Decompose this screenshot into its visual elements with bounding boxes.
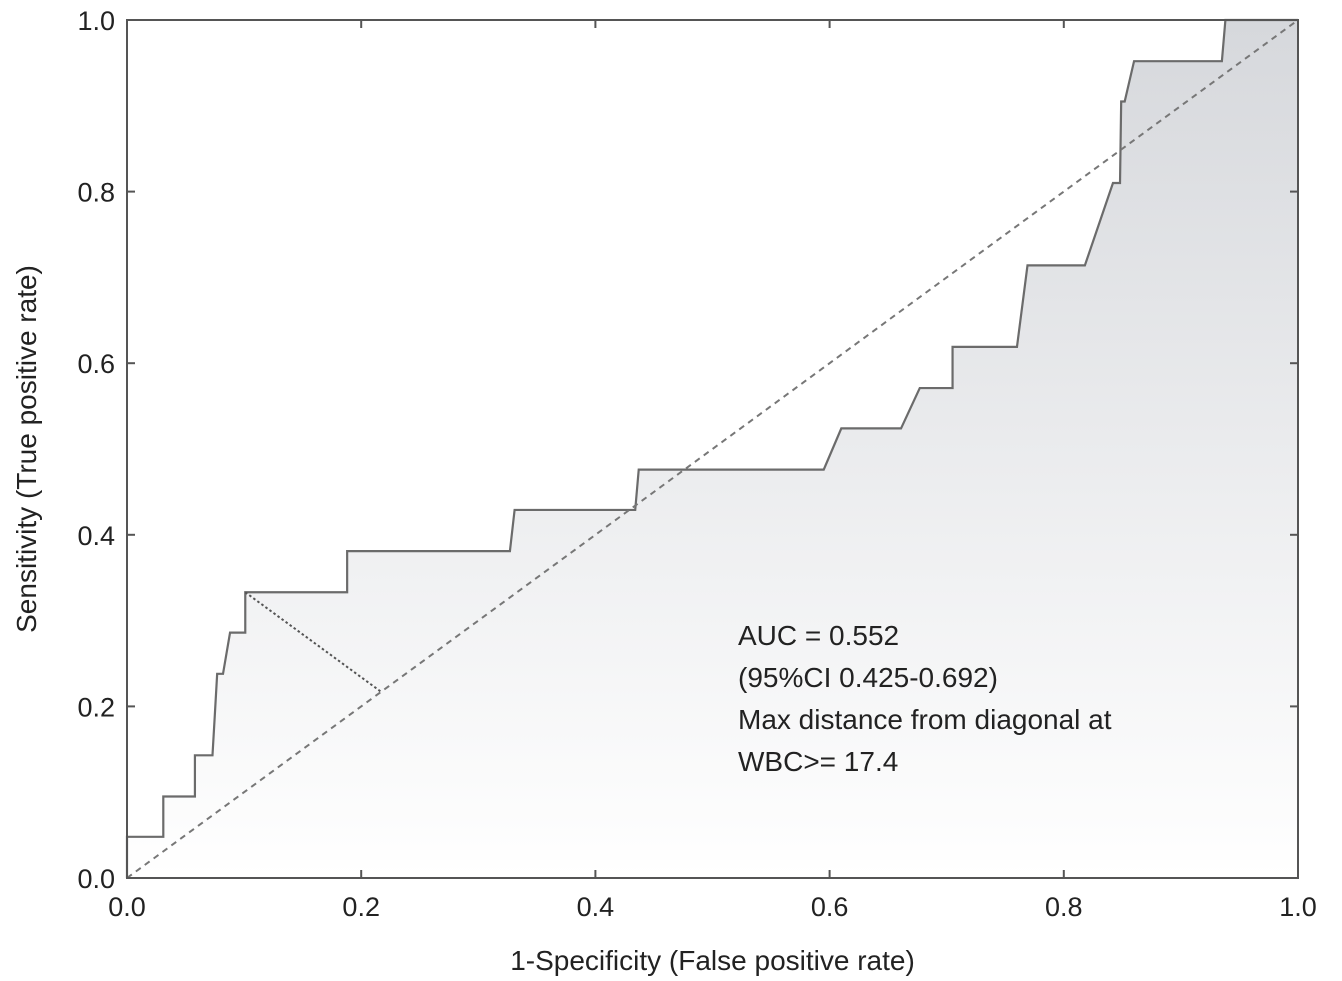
y-tick-label: 0.0 <box>77 864 115 894</box>
roc-area-polygon <box>127 20 1298 878</box>
x-tick-label: 0.2 <box>342 892 380 922</box>
annotation-line-1: AUC = 0.552 <box>738 620 899 651</box>
y-tick-label: 0.8 <box>77 178 115 208</box>
x-tick-label: 0.0 <box>108 892 146 922</box>
y-axis-title: Sensitivity (True positive rate) <box>11 265 42 633</box>
x-tick-label: 0.6 <box>811 892 849 922</box>
y-tick-label: 0.4 <box>77 521 115 551</box>
series-layer <box>125 18 1299 879</box>
y-tick-label: 0.2 <box>77 692 115 722</box>
x-tick-label: 0.4 <box>577 892 615 922</box>
annotation-block: AUC = 0.552 (95%CI 0.425-0.692) Max dist… <box>738 620 1112 777</box>
x-tick-label: 0.8 <box>1045 892 1083 922</box>
y-tick-label: 0.6 <box>77 349 115 379</box>
annotation-line-3: Max distance from diagonal at <box>738 704 1112 735</box>
y-tick-label: 1.0 <box>77 6 115 36</box>
ticks-layer: 0.0 0.2 0.4 0.6 0.8 1.0 0.0 0.2 0.4 0.6 0.8 1.0 <box>77 6 1316 922</box>
x-axis-title: 1-Specificity (False positive rate) <box>510 945 915 976</box>
annotation-line-4: WBC>= 17.4 <box>738 746 898 777</box>
roc-curve-line <box>125 18 1298 878</box>
max-distance-line <box>244 591 382 693</box>
plot-frame <box>126 19 1299 879</box>
annotation-line-2: (95%CI 0.425-0.692) <box>738 662 998 693</box>
x-tick-label: 1.0 <box>1279 892 1317 922</box>
roc-area-fill <box>127 20 1298 878</box>
